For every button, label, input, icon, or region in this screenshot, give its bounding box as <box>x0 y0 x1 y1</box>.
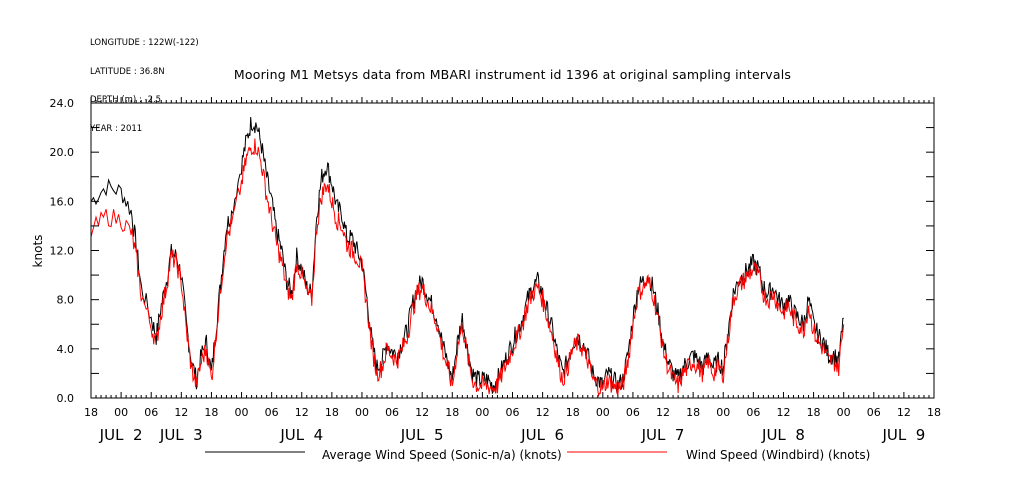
x-tick-label: 18 <box>686 406 700 419</box>
x-tick-label: 12 <box>536 406 550 419</box>
y-tick-label: 0.0 <box>57 392 75 405</box>
x-tick-label: 12 <box>776 406 790 419</box>
x-tick-label: 00 <box>475 406 489 419</box>
y-axis-label: knots <box>31 235 45 268</box>
legend-label-1: Average Wind Speed (Sonic-n/a) (knots) <box>322 448 562 462</box>
x-tick-label: 12 <box>897 406 911 419</box>
x-tick-label: 12 <box>295 406 309 419</box>
x-tick-label: 06 <box>506 406 520 419</box>
chart-title: Mooring M1 Metsys data from MBARI instru… <box>233 67 792 82</box>
latitude-label: LATITUDE : 36.8N <box>90 66 165 77</box>
day-label: JUL 7 <box>641 426 685 444</box>
x-tick-label: 12 <box>415 406 429 419</box>
day-label: JUL 2 <box>99 426 143 444</box>
legend-label-2: Wind Speed (Windbird) (knots) <box>686 448 870 462</box>
x-tick-label: 18 <box>807 406 821 419</box>
x-tick-label: 18 <box>84 406 98 419</box>
x-tick-label: 18 <box>325 406 339 419</box>
x-tick-label: 06 <box>746 406 760 419</box>
day-label: JUL 4 <box>279 426 323 444</box>
y-tick-label: 12.0 <box>50 245 75 258</box>
y-tick-label: 24.0 <box>50 97 75 110</box>
x-tick-label: 18 <box>927 406 941 419</box>
x-tick-label: 06 <box>385 406 399 419</box>
series-line-2 <box>90 138 845 398</box>
day-label: JUL 8 <box>761 426 805 444</box>
day-label: JUL 3 <box>159 426 203 444</box>
x-tick-label: 12 <box>656 406 670 419</box>
longitude-label: LONGITUDE : 122W(-122) <box>90 38 199 48</box>
x-tick-label: 18 <box>204 406 218 419</box>
y-axis: 0.0 4.0 8.0 12.0 16.0 20.0 24.0 <box>50 97 934 405</box>
plot-frame <box>90 102 935 399</box>
y-tick-label: 4.0 <box>57 343 75 356</box>
plot-border <box>90 102 935 399</box>
x-tick-label: 06 <box>265 406 279 419</box>
x-tick-label: 00 <box>716 406 730 419</box>
day-label: JUL 6 <box>520 426 564 444</box>
x-tick-label: 06 <box>144 406 158 419</box>
location-metadata: LONGITUDE : 122W(-122) LATITUDE : 36.8N … <box>90 20 199 144</box>
x-tick-label: 18 <box>566 406 580 419</box>
x-tick-label: 00 <box>837 406 851 419</box>
x-tick-label: 00 <box>596 406 610 419</box>
y-tick-label: 8.0 <box>57 294 75 307</box>
year-label: YEAR : 2011 <box>90 123 143 134</box>
y-tick-label: 20.0 <box>50 146 75 159</box>
x-tick-label: 12 <box>174 406 188 419</box>
y-tick-label: 16.0 <box>50 195 75 208</box>
x-axis: 18 00 06 12 18 00 06 12 18 00 06 12 18 00 06 12 18 00 06 12… <box>84 97 941 444</box>
day-label: JUL 5 <box>400 426 444 444</box>
x-tick-label: 00 <box>235 406 249 419</box>
x-tick-label: 00 <box>355 406 369 419</box>
day-label: JUL 9 <box>881 426 925 444</box>
x-tick-label: 18 <box>445 406 459 419</box>
depth-label: DEPTH (m) : -2.5 <box>90 95 162 105</box>
x-tick-label: 06 <box>626 406 640 419</box>
x-tick-label: 06 <box>867 406 881 419</box>
legend: Average Wind Speed (Sonic-n/a) (knots) Wi… <box>205 448 870 462</box>
series-layer <box>90 116 845 398</box>
x-tick-label: 00 <box>114 406 128 419</box>
